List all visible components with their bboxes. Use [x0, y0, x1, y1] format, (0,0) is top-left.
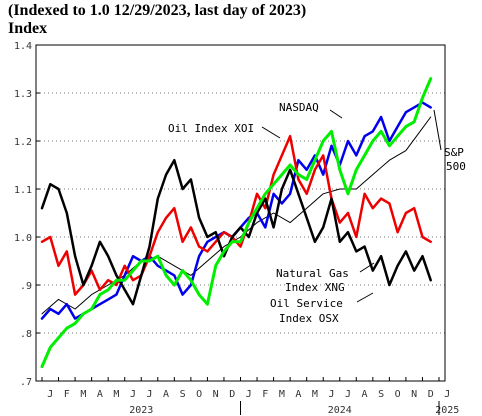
x-month-label: J [130, 389, 136, 400]
label-osx-line2: Index OSX [279, 312, 339, 325]
chart-title: (Indexed to 1.0 12/29/2023, last day of … [8, 2, 307, 19]
x-month-label: J [444, 389, 450, 400]
y-tick-label: 1.4 [14, 41, 32, 52]
x-month-label: S [180, 389, 186, 400]
x-month-label: O [395, 389, 401, 400]
label-xng-line1: Natural Gas [276, 267, 349, 280]
plot-frame [35, 44, 446, 382]
y-tick-label: .9 [20, 281, 32, 292]
series-line-oil-service-index-osx [40, 101, 432, 320]
label-sp500-line1: S&P [444, 146, 464, 159]
x-month-label: O [196, 389, 202, 400]
x-month-label: M [279, 389, 285, 400]
x-month-label: M [312, 389, 318, 400]
x-month-label: N [213, 389, 219, 400]
x-month-label: M [113, 389, 119, 400]
x-month-label: J [147, 389, 153, 400]
label-xng-line2: Index XNG [285, 281, 345, 294]
label-nasdaq: NASDAQ [279, 101, 319, 114]
x-month-label: F [262, 389, 268, 400]
y-tick-label: 1.3 [14, 89, 32, 100]
y-tick-label: 1.2 [14, 137, 32, 148]
series-line-natural-gas-index-xng [40, 158, 432, 306]
axes: .7.8.91.01.11.21.31.4J F M A M J J A S O N D J F M A M J J… [14, 41, 459, 416]
x-month-label: S [378, 389, 384, 400]
label-xoi: Oil Index XOI [168, 122, 254, 135]
chart-axis-title: Index [8, 20, 48, 37]
x-year-label: 2024 [328, 405, 352, 416]
series-line-nasdaq [40, 77, 433, 369]
x-year-label: 2025 [435, 405, 459, 416]
x-month-label: A [362, 389, 368, 400]
series-lines [40, 77, 433, 369]
pointer-nasdaq [329, 109, 343, 119]
x-month-label: N [411, 389, 417, 400]
pointer-xng [359, 262, 375, 273]
y-tick-label: .8 [20, 329, 32, 340]
x-month-label: J [47, 389, 53, 400]
pointer-sp500 [433, 109, 442, 151]
pointer-osx [356, 292, 374, 303]
x-month-label: D [229, 389, 235, 400]
x-month-label: M [80, 389, 86, 400]
y-tick-label: .7 [20, 377, 32, 388]
label-osx-line1: Oil Service [270, 297, 343, 310]
x-month-label: A [163, 389, 169, 400]
x-month-label: J [345, 389, 351, 400]
x-month-label: F [64, 389, 70, 400]
label-sp500-line2: 500 [446, 160, 466, 173]
series-line-s-p-500 [41, 116, 432, 315]
x-month-label: J [328, 389, 334, 400]
x-month-label: A [295, 389, 301, 400]
x-month-label: D [428, 389, 434, 400]
pointer-xoi [261, 126, 281, 139]
x-year-label: 2023 [129, 405, 153, 416]
x-month-label: A [97, 389, 103, 400]
y-tick-label: 1.1 [14, 185, 32, 196]
y-tick-label: 1.0 [14, 233, 32, 244]
x-month-label: J [246, 389, 252, 400]
